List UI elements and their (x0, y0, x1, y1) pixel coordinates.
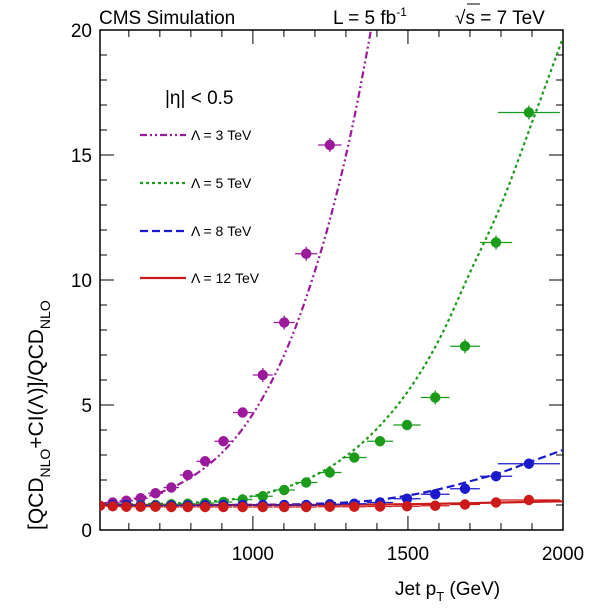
data-point (401, 501, 413, 512)
legend-entry: Λ = 3 TeV (191, 127, 252, 143)
data-point (523, 107, 535, 118)
data-point (459, 499, 471, 510)
data-point (324, 501, 335, 512)
data-point (523, 458, 535, 469)
data-point (279, 317, 290, 328)
data-point (257, 501, 269, 513)
experiment-label: CMS Simulation (99, 8, 235, 29)
data-point (279, 484, 290, 496)
data-point (374, 436, 386, 447)
y-tick-label: 5 (81, 396, 92, 417)
data-point (182, 501, 193, 513)
series-points (100, 105, 560, 513)
data-point (459, 341, 471, 352)
data-point (430, 489, 441, 500)
data-point (199, 501, 211, 513)
data-point (100, 500, 106, 511)
data-point (490, 237, 502, 248)
y-axis-title: [QCDNLO+CI(Λ)]/QCDNLO (25, 300, 53, 530)
legend-entry: Λ = 5 TeV (191, 175, 252, 191)
data-point (459, 483, 471, 494)
x-tick-label: 2000 (542, 544, 584, 565)
series-curve (100, 37, 563, 506)
x-axis-title: Jet pT (GeV) (395, 579, 500, 604)
series-curves (100, 30, 563, 507)
data-point (401, 419, 413, 431)
data-point (490, 497, 502, 508)
x-tick-label: 1500 (387, 544, 429, 565)
legend-entry: Λ = 12 TeV (191, 270, 260, 286)
data-point (401, 493, 413, 504)
data-point (279, 501, 290, 513)
data-point (523, 494, 535, 506)
data-point (150, 488, 161, 499)
data-point (430, 500, 441, 511)
series-curve (100, 30, 373, 505)
data-point (218, 436, 229, 447)
data-point (349, 501, 360, 512)
data-point (121, 501, 132, 512)
data-point (150, 501, 161, 512)
region-label: |η| < 0.5 (165, 88, 234, 109)
data-point (324, 139, 335, 151)
x-tick-label: 1000 (232, 544, 274, 565)
legend: Λ = 3 TeV Λ = 5 TeV Λ = 8 TeV Λ = 12 TeV (140, 127, 260, 286)
data-point (199, 456, 211, 467)
data-point (374, 501, 386, 512)
luminosity-label: L = 5 fb-1 (333, 5, 407, 29)
data-point (324, 467, 335, 478)
legend-entry: Λ = 8 TeV (191, 223, 252, 239)
data-point (166, 482, 177, 493)
y-tick-label: 20 (71, 21, 92, 42)
data-point (218, 501, 229, 513)
data-point (301, 477, 312, 488)
data-point (107, 501, 118, 512)
y-tick-label: 15 (71, 146, 92, 167)
data-point (237, 501, 248, 513)
data-point (257, 491, 269, 502)
data-point (135, 501, 146, 512)
data-point (490, 471, 502, 482)
data-point (430, 392, 441, 403)
y-tick-label: 10 (71, 271, 92, 292)
data-point (349, 452, 360, 463)
data-point (301, 501, 312, 513)
data-point (166, 501, 177, 513)
data-point (301, 248, 312, 259)
data-point (237, 407, 248, 418)
data-point (182, 469, 193, 481)
axis-ticks: 1000 1500 2000 0 5 10 15 20 (71, 21, 584, 565)
data-point (257, 369, 269, 381)
y-tick-label: 0 (81, 521, 92, 542)
energy-label: √s = 7 TeV (455, 8, 545, 29)
